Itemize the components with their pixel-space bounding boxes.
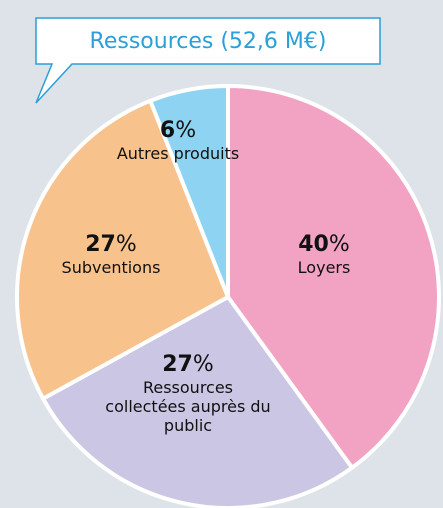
slice-label: 27% Ressources collectées auprès du publi… (103, 352, 273, 435)
pie (15, 84, 441, 508)
slice-label: 40% Loyers (264, 232, 384, 277)
chart-title: Ressources (52,6 M€) (90, 29, 327, 54)
value-label: 40% (298, 232, 350, 257)
value-label: 27% (162, 352, 214, 377)
category-label: Subventions (61, 258, 161, 277)
category-label: Loyers (297, 258, 351, 277)
pie-slice (15, 98, 230, 401)
value-label: 27% (85, 232, 137, 257)
pie-slice (226, 84, 441, 470)
title-bubble (35, 17, 381, 104)
value-label: 6% (159, 118, 197, 143)
slice-label: 6% Autres produits (103, 118, 253, 163)
category-label: Autres produits (116, 144, 240, 163)
pie-slice (148, 84, 230, 299)
slice-label: 27% Subventions (46, 232, 176, 277)
pie-slice (41, 295, 355, 508)
category-label: Ressources collectées auprès du public (105, 378, 271, 435)
